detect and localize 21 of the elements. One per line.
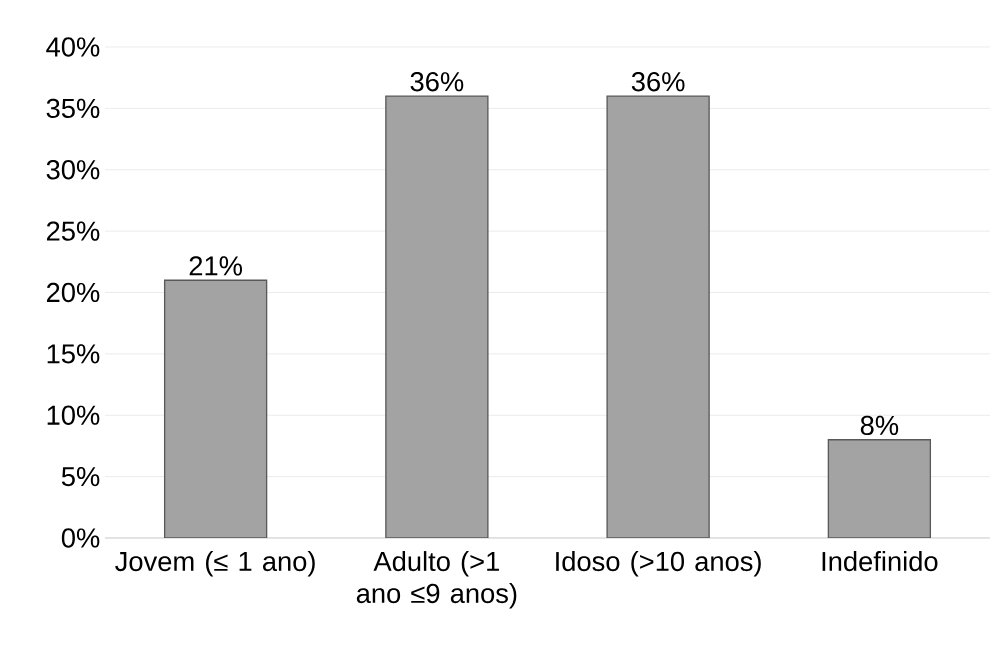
y-tick-label: 35% — [46, 98, 100, 119]
bar — [385, 95, 489, 538]
bar — [163, 279, 268, 538]
y-tick-label: 15% — [47, 344, 100, 364]
bar — [606, 95, 710, 538]
data-label: 8% — [860, 415, 899, 436]
data-label: 21% — [189, 256, 243, 276]
x-tick-label: Indefinido — [822, 551, 938, 572]
bar — [827, 439, 932, 538]
y-tick-label: 40% — [46, 37, 100, 57]
y-tick-label: 20% — [46, 282, 100, 303]
x-tick-label: Adulto (>1 ano ≤9 anos) — [356, 551, 517, 609]
data-label: 36% — [410, 72, 464, 92]
data-label: 36% — [631, 72, 685, 92]
x-tick-label: Idoso (>10 anos) — [556, 551, 761, 577]
y-tick-label: 0% — [61, 528, 100, 548]
y-tick-label: 30% — [46, 160, 100, 180]
y-tick-label: 5% — [61, 466, 100, 487]
y-tick-label: 25% — [46, 221, 100, 241]
x-tick-label: Jovem (≤ 1 ano) — [115, 551, 315, 577]
y-tick-label: 10% — [47, 405, 100, 425]
